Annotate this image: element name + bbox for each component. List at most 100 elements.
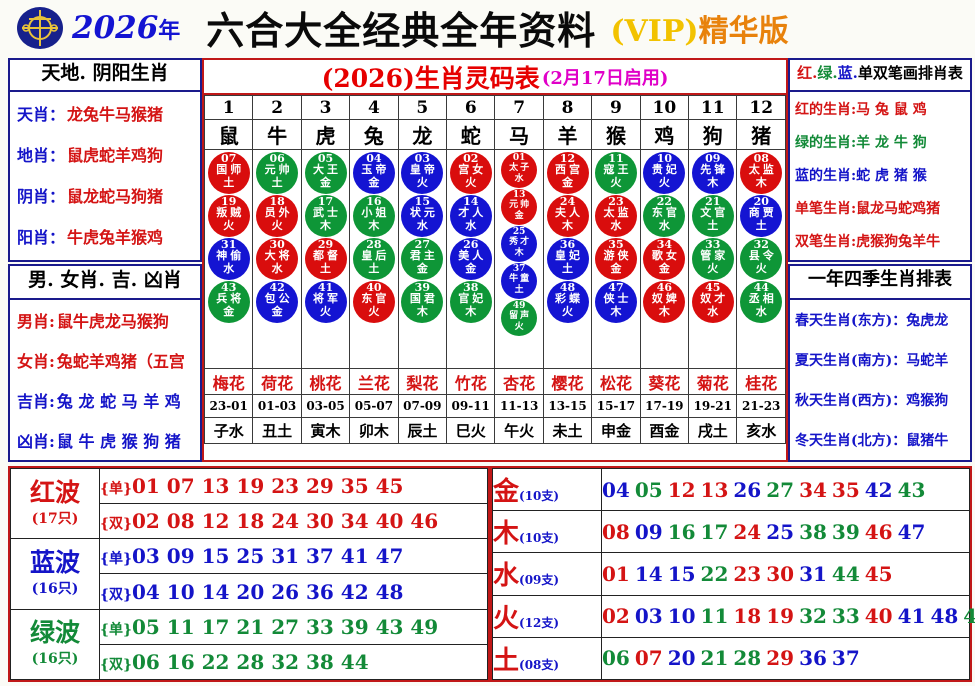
flower-name: 兰花: [349, 368, 399, 395]
code-ball[interactable]: 16 小姐木: [352, 195, 395, 237]
code-ball[interactable]: 49 留声火: [501, 300, 538, 336]
code-ball[interactable]: 33 管家火: [691, 238, 734, 280]
element-number: 36: [799, 646, 827, 671]
row-key: 双笔生肖:: [795, 233, 857, 250]
code-ball[interactable]: 22 东官水: [643, 195, 686, 237]
row-value: 牛虎兔羊猴鸡: [67, 227, 164, 247]
code-ball[interactable]: 37 牛童土: [501, 263, 538, 299]
code-ball[interactable]: 30 大将水: [256, 238, 299, 280]
row-key: 女肖:: [17, 352, 55, 371]
element-number: 43: [897, 477, 926, 502]
code-ball[interactable]: 03 皇帝火: [401, 152, 444, 194]
element-label: 土(08支): [492, 636, 602, 681]
ball-title: 东官: [361, 292, 390, 305]
element-number: 40: [864, 604, 893, 629]
ball-number: 14: [463, 195, 479, 208]
code-ball[interactable]: 08 太监木: [740, 152, 783, 194]
wave-name: 绿波: [29, 618, 80, 648]
code-ball[interactable]: 19 叛贼火: [207, 195, 250, 237]
list-item: 阳肖： 牛虎兔羊猴鸡: [10, 215, 200, 256]
table-row: 水(09支) 01 14 15 22 23 30 31 44 45: [492, 552, 970, 596]
odd-values: 05 11 17 21 27 33 39 43 49: [132, 614, 439, 639]
code-ball[interactable]: 05 大王金: [304, 152, 347, 194]
code-ball[interactable]: 40 东官火: [352, 281, 395, 323]
code-ball[interactable]: 35 游侠金: [594, 238, 637, 280]
element-number: 13: [700, 477, 729, 502]
code-ball[interactable]: 43 兵将金: [207, 281, 250, 323]
stem-branch: 申金: [591, 417, 641, 444]
code-ball[interactable]: 20 商贾土: [740, 195, 783, 237]
code-ball[interactable]: 04 玉帝金: [352, 152, 395, 194]
element-number: 01: [602, 561, 630, 586]
list-item: 女肖: 兔蛇羊鸡猪（五宫: [10, 340, 200, 380]
code-ball[interactable]: 26 美人金: [449, 238, 492, 280]
ball-element: 金: [320, 176, 332, 189]
code-ball[interactable]: 24 夫人木: [546, 195, 589, 237]
ball-column: 03 皇帝火 15 状元水 27 君主金 39 国君木: [397, 149, 448, 369]
code-ball[interactable]: 45 奴才水: [691, 281, 734, 323]
code-ball[interactable]: 14 才人水: [449, 195, 492, 237]
ball-element: 土: [223, 176, 235, 189]
code-ball[interactable]: 42 包公金: [256, 281, 299, 323]
code-ball[interactable]: 18 员外火: [256, 195, 299, 237]
ball-element: 土: [707, 219, 719, 232]
code-ball[interactable]: 27 君主金: [401, 238, 444, 280]
code-ball[interactable]: 32 县令火: [740, 238, 783, 280]
wave-label: 蓝波 (16只): [10, 538, 100, 610]
code-ball[interactable]: 17 武士木: [304, 195, 347, 237]
ball-element: 木: [320, 219, 332, 232]
code-ball[interactable]: 23 太监水: [594, 195, 637, 237]
list-item: 绿的生肖: 羊 龙 牛 狗: [790, 125, 970, 158]
code-ball[interactable]: 15 状元水: [401, 195, 444, 237]
code-ball[interactable]: 06 元帅土: [256, 152, 299, 194]
code-ball[interactable]: 48 彩蝶火: [546, 281, 589, 323]
ball-number: 17: [317, 195, 334, 208]
row-key: 男肖:: [17, 312, 55, 331]
code-ball[interactable]: 47 侠士木: [594, 281, 637, 323]
code-ball[interactable]: 28 皇后土: [352, 238, 395, 280]
table-row: 木(10支) 08 09 16 17 24 25 38 39 46 47: [492, 510, 970, 554]
code-ball[interactable]: 09 先锋木: [691, 152, 734, 194]
code-ball[interactable]: 46 奴婢木: [643, 281, 686, 323]
element-number: 49: [963, 604, 975, 629]
code-ball[interactable]: 10 贵妃火: [643, 152, 686, 194]
ball-title: 兵将: [216, 292, 245, 305]
hour-range: 07-09: [397, 394, 448, 418]
code-ball[interactable]: 12 西宫金: [546, 152, 589, 194]
element-number: 25: [766, 519, 795, 544]
code-ball[interactable]: 44 丞相水: [740, 281, 783, 323]
code-ball[interactable]: 13 元帅金: [501, 189, 538, 225]
column-index: 8: [542, 95, 593, 120]
ball-element: 土: [368, 262, 380, 275]
list-item: 红的生肖: 马 兔 鼠 鸡: [790, 92, 970, 125]
table-row-numbers: 1 2 3 4 5 6 7 8 9 10 11 12: [203, 95, 786, 120]
code-ball[interactable]: 25 秀才木: [501, 226, 538, 262]
ball-title: 武士: [313, 206, 342, 219]
code-ball[interactable]: 02 宫女火: [449, 152, 492, 194]
code-ball[interactable]: 01 太子水: [501, 152, 538, 188]
code-ball[interactable]: 11 寇王火: [594, 152, 637, 194]
element-number: 23: [733, 561, 762, 586]
table-row: 绿波 (16只) {单}05 11 17 21 27 33 39 43 49: [10, 608, 488, 681]
wave-count: (16只): [31, 651, 79, 668]
code-ball[interactable]: 38 官妃木: [449, 281, 492, 323]
code-ball[interactable]: 39 国君木: [401, 281, 444, 323]
ball-number: 44: [753, 281, 769, 294]
row-key: 蓝的生肖:: [795, 167, 857, 184]
ball-title: 国师: [216, 163, 245, 176]
table-row: 红波 (17只) {单}01 07 13 19 23 29 35 45: [10, 467, 488, 540]
code-ball[interactable]: 34 歌女金: [643, 238, 686, 280]
element-number: 38: [799, 519, 827, 544]
column-index: 10: [639, 95, 690, 120]
code-ball[interactable]: 21 文官土: [691, 195, 734, 237]
code-ball[interactable]: 07 国师土: [207, 152, 250, 194]
element-number: 05: [634, 477, 663, 502]
element-number: 32: [799, 604, 827, 629]
code-ball[interactable]: 29 都督土: [304, 238, 347, 280]
code-ball[interactable]: 36 皇妃土: [546, 238, 589, 280]
code-ball[interactable]: 41 将军火: [304, 281, 347, 323]
code-ball[interactable]: 31 神偷水: [207, 238, 250, 280]
ball-element: 木: [755, 176, 767, 189]
row-key: 夏天生肖(南方)：: [795, 353, 907, 369]
ball-title: 商贾: [748, 206, 777, 219]
